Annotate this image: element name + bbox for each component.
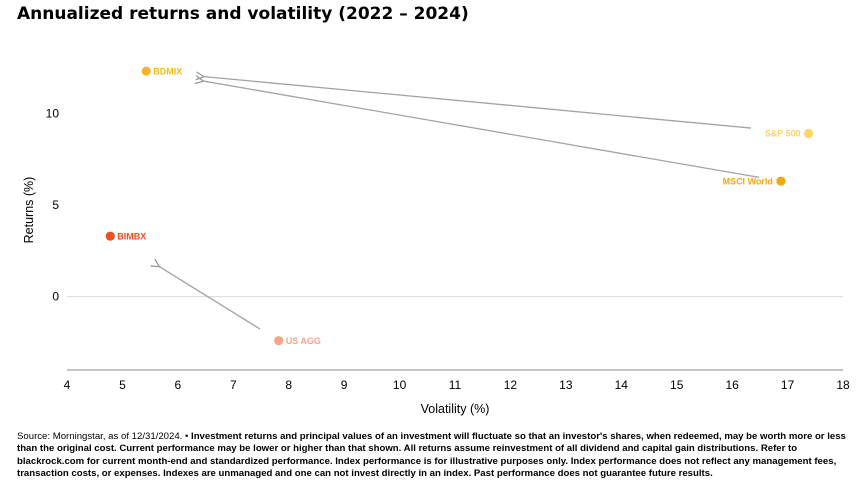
x-tick-label: 18 [836, 378, 850, 392]
data-point [274, 336, 284, 346]
footnote-body: Investment returns and principal values … [17, 431, 846, 480]
x-tick-label: 7 [230, 378, 237, 392]
x-tick-label: 17 [781, 378, 795, 392]
x-axis-label: Volatility (%) [421, 402, 490, 416]
x-tick-label: 13 [559, 378, 573, 392]
arrow-layer [160, 77, 760, 330]
x-tick-label: 9 [341, 378, 348, 392]
trend-arrow [204, 77, 751, 129]
footnote-source: Source: Morningstar, as of 12/31/2024. • [17, 431, 192, 442]
y-tick-label: 5 [52, 198, 59, 212]
x-tick-label: 6 [175, 378, 182, 392]
trend-arrow [160, 267, 261, 330]
x-tick-label: 16 [725, 378, 739, 392]
data-point [105, 231, 115, 241]
point-label: S&P 500 [765, 129, 801, 139]
x-tick-label: 11 [449, 378, 462, 392]
point-label: US AGG [286, 336, 321, 346]
point-label: MSCI World [723, 176, 773, 186]
x-tick-label: 10 [393, 378, 407, 392]
chart-title: Annualized returns and volatility (2022 … [17, 4, 469, 24]
x-tick-label: 15 [670, 378, 684, 392]
footnote: Source: Morningstar, as of 12/31/2024. •… [17, 431, 847, 481]
point-label: BDMIX [153, 66, 182, 76]
data-point [141, 66, 151, 76]
x-tick-label: 5 [119, 378, 126, 392]
y-axis-label: Returns (%) [22, 177, 36, 244]
y-tick-label: 10 [46, 106, 60, 120]
x-tick-label: 8 [285, 378, 292, 392]
point-layer: BDMIX S&P 500 MSCI World BIMBX US AGG [105, 66, 814, 346]
data-point [776, 176, 786, 186]
y-tick-label: 0 [52, 290, 59, 304]
scatter-chart: 4 5 6 7 8 9 10 11 12 13 14 15 16 17 18 0 5 10 BDMIX S&P 50… [22, 66, 850, 416]
x-tick-label: 4 [64, 378, 71, 392]
axis-layer: 4 5 6 7 8 9 10 11 12 13 14 15 16 17 18 0 5 10 [46, 106, 850, 392]
x-tick-label: 14 [615, 378, 629, 392]
data-point [804, 128, 814, 139]
trend-arrow [203, 81, 760, 179]
x-tick-label: 12 [504, 378, 518, 392]
point-label: BIMBX [117, 231, 146, 241]
